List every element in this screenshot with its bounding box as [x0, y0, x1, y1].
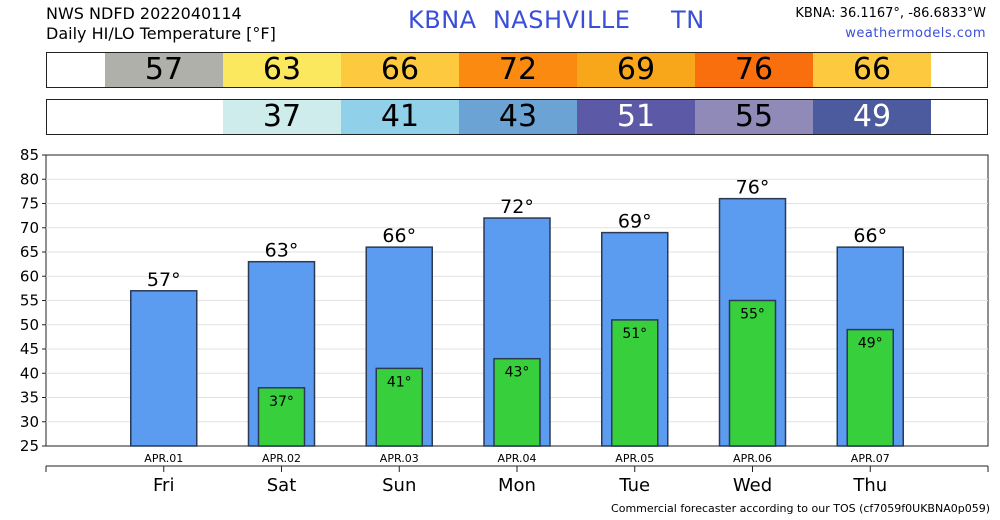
low-temp-strip: 37 41 43 51 55 49	[46, 99, 988, 135]
high-temp-value: 66	[380, 52, 420, 87]
low-temp-cell: 41	[341, 100, 459, 134]
low-temp-bar	[728, 299, 777, 447]
low-temp-bar	[846, 328, 894, 447]
date-label: APR.02	[262, 452, 301, 465]
high-temp-cell: 66	[341, 53, 459, 87]
date-label: APR.03	[380, 452, 419, 465]
low-temp-cell: 43	[459, 100, 577, 134]
high-temp-cell: 66	[813, 53, 931, 87]
header-right: KBNA: 36.1167°, -86.6833°W weathermodels…	[795, 4, 986, 44]
weekday-label: Sat	[267, 475, 297, 496]
low-temp-label: 49°	[858, 336, 883, 352]
low-temp-label: 51°	[622, 326, 647, 342]
high-temp-cell: 63	[223, 53, 341, 87]
low-temp-label: 43°	[505, 365, 530, 381]
low-temp-cell: 49	[813, 100, 931, 134]
low-temp-value: 41	[380, 99, 420, 134]
high-temp-label: 63°	[265, 240, 299, 262]
low-temp-bar	[611, 319, 659, 447]
low-temp-value: 49	[852, 99, 892, 134]
weekday-label: Thu	[852, 475, 887, 496]
high-temp-label: 66°	[853, 225, 887, 247]
low-temp-value: 51	[616, 99, 656, 134]
high-temp-strip: 57 63 66 72 69 76 66	[46, 52, 988, 88]
y-tick-label: 65	[20, 243, 39, 261]
high-temp-cell: 69	[577, 53, 695, 87]
high-temp-label: 76°	[736, 177, 770, 199]
y-tick-label: 50	[20, 316, 39, 334]
weekday-label: Tue	[618, 475, 650, 496]
high-temp-bar	[130, 290, 198, 447]
high-temp-value: 72	[498, 52, 538, 87]
high-temp-cell: 76	[695, 53, 813, 87]
y-tick-label: 75	[20, 195, 39, 213]
high-temp-label: 72°	[500, 196, 534, 218]
date-label: APR.07	[851, 452, 890, 465]
high-temp-value: 76	[734, 52, 774, 87]
y-tick-label: 35	[20, 389, 39, 407]
date-label: APR.06	[733, 452, 772, 465]
high-temp-cell: 57	[105, 53, 223, 87]
low-temp-label: 37°	[269, 394, 294, 410]
y-tick-label: 25	[20, 437, 39, 455]
site-link[interactable]: weathermodels.com	[845, 26, 986, 41]
y-tick-label: 80	[20, 170, 39, 188]
date-label: APR.01	[144, 452, 183, 465]
weekday-label: Mon	[498, 475, 536, 496]
footer-note: Commercial forecaster according to our T…	[611, 502, 990, 515]
high-temp-label: 57°	[147, 269, 181, 291]
y-tick-label: 45	[20, 340, 39, 358]
station-coords: KBNA: 36.1167°, -86.6833°W	[795, 6, 986, 21]
weekday-label: Fri	[153, 475, 174, 496]
high-temp-value: 69	[616, 52, 656, 87]
low-temp-value: 37	[262, 99, 302, 134]
low-temp-cell: 37	[223, 100, 341, 134]
high-temp-cell: 72	[459, 53, 577, 87]
high-temp-label: 66°	[382, 225, 416, 247]
low-temp-bar	[375, 367, 423, 447]
weekday-label: Wed	[733, 475, 772, 496]
high-temp-value: 57	[144, 52, 184, 87]
low-temp-value: 55	[734, 99, 774, 134]
low-temp-label: 55°	[740, 307, 765, 323]
product-label: Daily HI/LO Temperature [°F]	[46, 24, 276, 43]
low-temp-value: 43	[498, 99, 538, 134]
station-title: KBNA NASHVILLE TN	[408, 6, 705, 34]
y-tick-label: 85	[20, 146, 39, 164]
low-temp-cell: 55	[695, 100, 813, 134]
weekday-label: Sun	[382, 475, 416, 496]
y-tick-label: 70	[20, 219, 39, 237]
header-left: NWS NDFD 2022040114 Daily HI/LO Temperat…	[46, 4, 276, 44]
y-tick-label: 30	[20, 413, 39, 431]
low-temp-cell: 51	[577, 100, 695, 134]
y-tick-label: 60	[20, 267, 39, 285]
model-run-label: NWS NDFD 2022040114	[46, 4, 242, 23]
high-temp-label: 69°	[618, 211, 652, 233]
y-tick-label: 55	[20, 292, 39, 310]
y-tick-label: 40	[20, 364, 39, 382]
date-label: APR.04	[498, 452, 537, 465]
date-label: APR.05	[615, 452, 654, 465]
high-temp-value: 66	[852, 52, 892, 87]
low-temp-bar	[257, 387, 306, 447]
low-temp-bar	[493, 357, 541, 447]
low-temp-label: 41°	[387, 374, 412, 390]
high-temp-value: 63	[262, 52, 302, 87]
